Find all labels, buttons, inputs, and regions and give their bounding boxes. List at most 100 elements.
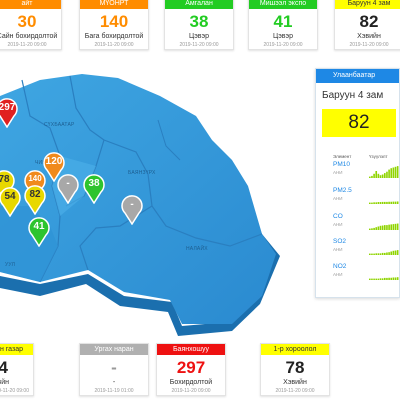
station-card[interactable]: Баруун 4 зам 82 Хэвийн 2019-11-20 09:00 bbox=[334, 0, 400, 50]
pin-value: 82 bbox=[29, 189, 41, 200]
pollutant-name: CO bbox=[333, 213, 343, 220]
sparkline-bar bbox=[377, 173, 380, 178]
sparkline-bar bbox=[369, 202, 371, 204]
station-card-value: 4 bbox=[0, 358, 8, 377]
station-card-level: Бага бохирдолтой bbox=[84, 33, 144, 40]
station-pin[interactable]: 54 bbox=[0, 185, 22, 217]
pin-value: - bbox=[66, 178, 70, 189]
pollutant-sparkline bbox=[369, 250, 399, 255]
station-card-level: Сайн бохирдолтой bbox=[0, 33, 58, 40]
sparkline-bar bbox=[390, 251, 393, 255]
panel-col-element: Элемент bbox=[333, 154, 352, 159]
sparkline-bar bbox=[369, 253, 371, 255]
station-card-value: 78 bbox=[285, 358, 305, 377]
sparkline-bar bbox=[373, 253, 375, 255]
station-card-time: 2019-11-20 09:00 bbox=[349, 42, 389, 48]
pollutant-row[interactable]: CO АНИ bbox=[316, 213, 400, 231]
map-marker-icon bbox=[43, 152, 65, 182]
station-card-value: 30 bbox=[17, 12, 37, 31]
sparkline-bar bbox=[371, 202, 373, 204]
station-card-title: айт bbox=[0, 0, 61, 9]
map-marker-icon bbox=[24, 170, 46, 200]
station-card[interactable]: Амгалан 38 Цэвэр 2019-11-20 09:00 bbox=[164, 0, 234, 50]
sparkline-bar bbox=[373, 278, 375, 280]
station-pin[interactable]: - bbox=[56, 172, 80, 204]
station-pin[interactable]: - bbox=[120, 193, 144, 225]
map-label: НАЛАЙХ bbox=[186, 246, 208, 252]
station-pin[interactable]: 82 bbox=[23, 183, 47, 215]
station-pin[interactable]: 297 bbox=[0, 96, 19, 128]
map-label: ЧИН bbox=[35, 160, 47, 166]
pin-value: 38 bbox=[88, 178, 100, 189]
sparkline-bar bbox=[375, 171, 378, 178]
station-pin[interactable]: 120 bbox=[42, 150, 66, 182]
pollutant-row[interactable]: PM10 АНИ bbox=[316, 161, 400, 179]
station-pin[interactable]: 38 bbox=[82, 172, 106, 204]
station-card-level: Бохирдолтой bbox=[169, 379, 213, 386]
sparkline-bar bbox=[386, 277, 388, 280]
pollutant-unit: АНИ bbox=[333, 222, 343, 227]
station-card-level: вйн bbox=[0, 379, 9, 386]
sparkline-bar bbox=[386, 252, 388, 255]
station-card[interactable]: 1-р хороолол 78 Хэвийн 2019-11-20 09:00 bbox=[260, 343, 330, 396]
pin-value: - bbox=[130, 199, 134, 210]
sparkline-bar bbox=[379, 202, 382, 204]
station-card-title: 1-р хороолол bbox=[261, 344, 329, 355]
station-card-value: 38 bbox=[189, 12, 209, 31]
sparkline-bar bbox=[375, 227, 378, 230]
station-card-level: Цэвэр bbox=[273, 33, 293, 40]
map-marker-icon bbox=[0, 187, 21, 217]
sparkline-bar bbox=[388, 201, 390, 204]
map-marker-icon bbox=[83, 174, 105, 204]
map-marker-icon bbox=[24, 185, 46, 215]
sparkline-bar bbox=[369, 278, 371, 280]
station-card-title: Амгалан bbox=[165, 0, 233, 9]
sparkline-bar bbox=[388, 277, 390, 280]
pollutant-sparkline bbox=[369, 277, 399, 280]
station-card[interactable]: н газар 4 вйн 2019-11-20 09:00 bbox=[0, 343, 34, 396]
pollutant-row[interactable]: SO2 АНИ bbox=[316, 238, 400, 256]
pollutant-name: PM2.5 bbox=[333, 187, 352, 194]
sparkline-bar bbox=[396, 201, 399, 204]
sparkline-bar bbox=[394, 201, 397, 204]
sparkline-bar bbox=[394, 166, 397, 178]
sparkline-bar bbox=[377, 253, 380, 255]
map-label: УУЛ bbox=[5, 262, 16, 268]
map-label: БАЯНЗҮРХ bbox=[128, 170, 156, 176]
station-card[interactable]: Мишээл экспо 41 Цэвэр 2019-11-20 09:00 bbox=[248, 0, 318, 50]
sparkline-bar bbox=[371, 253, 373, 255]
sparkline-bar bbox=[379, 175, 382, 178]
station-card[interactable]: айт 30 Сайн бохирдолтой 2019-11-20 09:00 bbox=[0, 0, 62, 50]
sparkline-bar bbox=[390, 201, 393, 204]
sparkline-bar bbox=[379, 278, 382, 280]
pin-value: 140 bbox=[28, 174, 42, 183]
sparkline-bar bbox=[396, 277, 399, 280]
station-card-value: 82 bbox=[359, 12, 379, 31]
sparkline-bar bbox=[384, 225, 386, 230]
panel-city-title: Улаанбаатар bbox=[316, 69, 399, 83]
pollutant-row[interactable]: NO2 АНИ bbox=[316, 263, 400, 281]
pollutant-name: SO2 bbox=[333, 238, 347, 245]
sparkline-bar bbox=[371, 278, 373, 280]
sparkline-bar bbox=[388, 224, 390, 230]
station-card[interactable]: Ургах наран - - 2019-11-19 01:00 bbox=[79, 343, 149, 396]
station-card-time: 2019-11-20 09:00 bbox=[7, 42, 47, 48]
sparkline-bar bbox=[373, 202, 375, 204]
sparkline-bar bbox=[386, 225, 388, 230]
station-card-time: 2019-11-20 09:00 bbox=[94, 42, 134, 48]
sparkline-bar bbox=[375, 253, 378, 255]
sparkline-bar bbox=[384, 201, 386, 204]
pollutant-unit: АНИ bbox=[333, 196, 343, 201]
sparkline-bar bbox=[386, 171, 388, 178]
sparkline-bar bbox=[381, 174, 384, 178]
station-card-level: Цэвэр bbox=[189, 33, 209, 40]
sparkline-bar bbox=[381, 225, 384, 230]
pin-value: 297 bbox=[0, 102, 16, 113]
station-card-title: Баруун 4 зам bbox=[335, 0, 400, 9]
station-card[interactable]: МҮОНРТ 140 Бага бохирдолтой 2019-11-20 0… bbox=[79, 0, 149, 50]
station-pin[interactable]: 41 bbox=[27, 215, 51, 247]
map-marker-icon bbox=[28, 217, 50, 247]
station-card[interactable]: Баянхошуу 297 Бохирдолтой 2019-11-20 09:… bbox=[156, 343, 226, 396]
station-pin[interactable]: 140 bbox=[23, 168, 47, 200]
pollutant-row[interactable]: PM2.5 АНИ bbox=[316, 187, 400, 205]
